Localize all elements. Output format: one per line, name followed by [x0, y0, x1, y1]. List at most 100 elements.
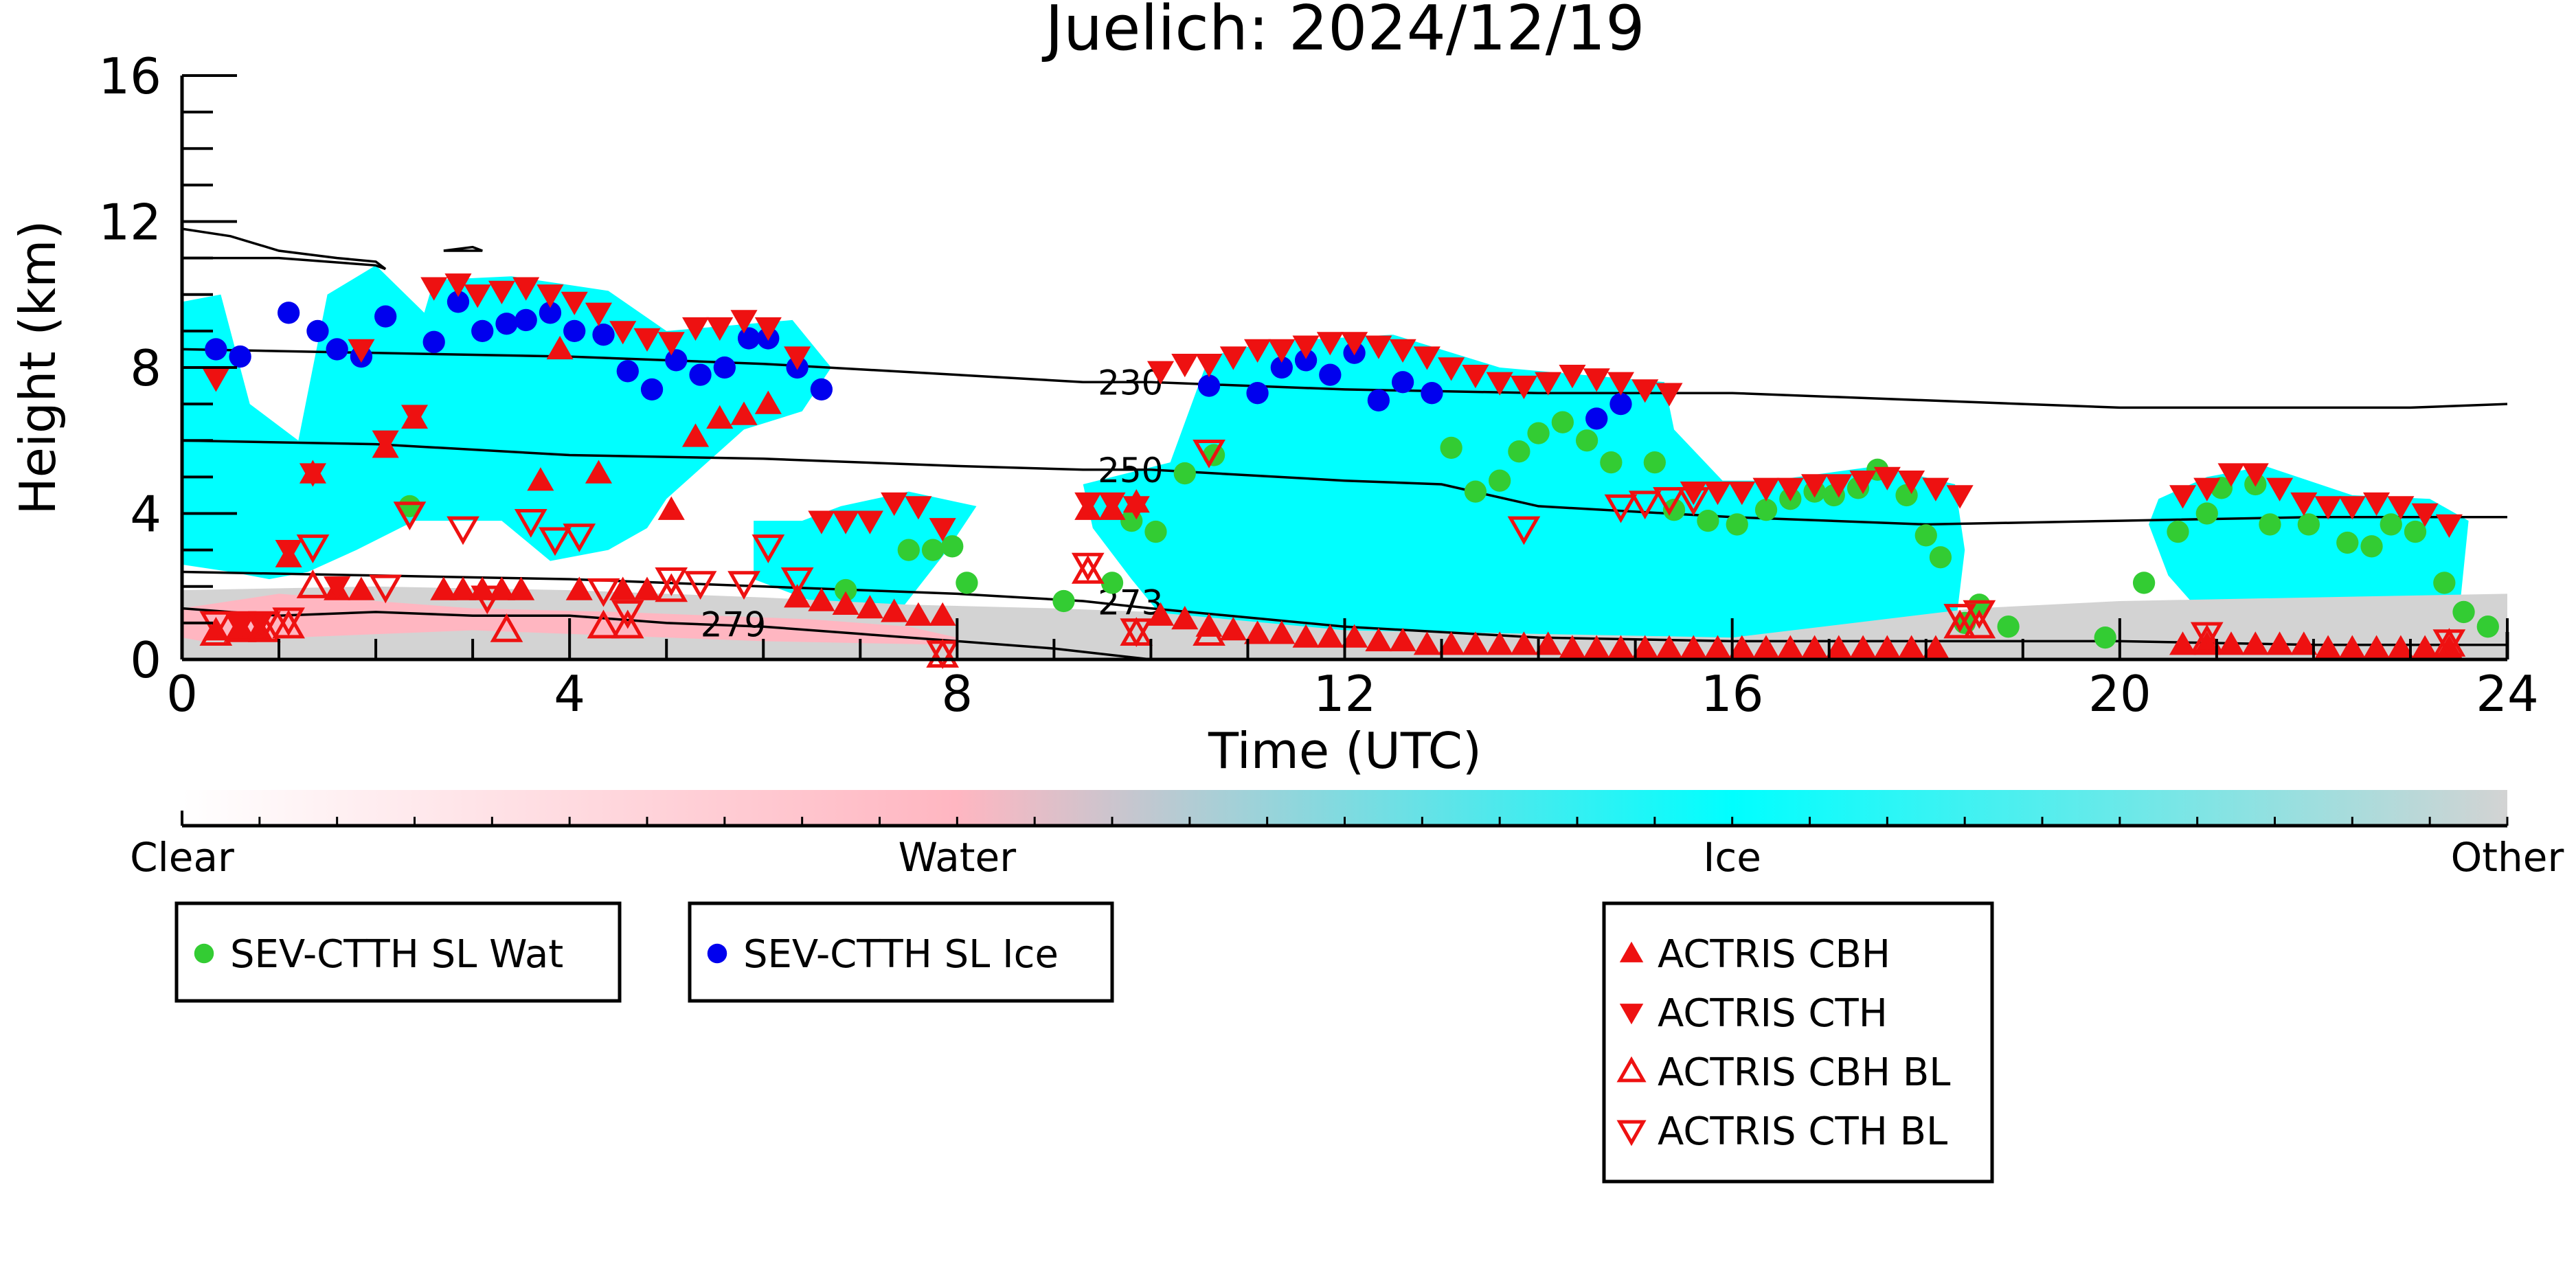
- data-point: [730, 401, 758, 425]
- data-point: [1486, 372, 1513, 396]
- cloud-region-ice: [754, 491, 977, 612]
- data-point: [1825, 635, 1853, 659]
- data-point: [2314, 496, 2342, 520]
- colorbar-label: Water: [899, 834, 1017, 881]
- data-point: [1628, 490, 1662, 520]
- data-point: [609, 576, 637, 600]
- data-point: [420, 277, 448, 301]
- data-point: [929, 518, 956, 542]
- data-point: [1662, 499, 1686, 521]
- data-point: [1120, 618, 1153, 648]
- legend-box: ACTRIS CBH ACTRIS CTH ACTRIS CBH BL ACTRIS …: [1602, 901, 1994, 1184]
- data-point: [512, 277, 540, 301]
- data-point: [633, 576, 661, 600]
- data-point: [227, 613, 254, 637]
- data-point: [905, 602, 932, 626]
- data-point: [585, 302, 612, 326]
- data-point: [1292, 624, 1320, 648]
- data-point: [640, 378, 664, 401]
- legend-marker: [1619, 1004, 1644, 1025]
- data-point: [546, 335, 574, 360]
- data-point: [2217, 631, 2245, 655]
- legend-label: SEV-CTTH SL Ice: [743, 932, 1059, 977]
- data-point: [1754, 499, 1778, 521]
- data-point: [1680, 635, 1707, 659]
- data-point: [1963, 609, 1996, 639]
- temperature-contour: [443, 245, 483, 252]
- legend: SEV-CTTH SL Wat SEV-CTTH SL Ice ACTRIS CBH…: [174, 901, 1994, 1184]
- data-point: [1197, 374, 1221, 397]
- data-point: [2435, 635, 2463, 659]
- data-point: [1656, 635, 1683, 659]
- data-point: [587, 578, 620, 607]
- data-point: [1367, 389, 1390, 411]
- y-tick-label: 16: [98, 47, 161, 105]
- data-point: [1510, 631, 1537, 655]
- data-point: [682, 423, 710, 447]
- data-point: [1171, 606, 1199, 630]
- data-point: [810, 378, 833, 401]
- data-point: [495, 313, 518, 335]
- legend-marker: [707, 943, 727, 964]
- data-point: [1246, 382, 1269, 405]
- data-point: [296, 569, 330, 598]
- data-point: [2167, 520, 2189, 543]
- data-point: [296, 534, 330, 563]
- data-point: [897, 539, 920, 561]
- data-point: [199, 617, 233, 646]
- data-point: [1193, 617, 1225, 646]
- data-point: [1438, 631, 1465, 655]
- data-point: [1752, 477, 1780, 501]
- data-point: [1413, 346, 1440, 370]
- data-point: [856, 595, 883, 619]
- data-point: [2169, 631, 2197, 655]
- data-point: [1071, 552, 1105, 582]
- data-point: [1462, 365, 1489, 389]
- data-point: [784, 346, 811, 370]
- y-tick-label: 12: [98, 194, 161, 251]
- data-point: [2241, 631, 2269, 655]
- data-point: [657, 496, 685, 520]
- data-point: [1244, 339, 1272, 363]
- data-point: [299, 463, 326, 487]
- colorbar-label: Clear: [130, 834, 234, 881]
- legend-item-actris-cbh-bl: ACTRIS CBH BL: [1616, 1050, 1950, 1095]
- data-point: [1968, 594, 1991, 616]
- data-point: [326, 338, 348, 361]
- data-point: [247, 611, 281, 640]
- marker-layer: [199, 273, 2499, 669]
- data-point: [2432, 629, 2466, 659]
- data-point: [1508, 440, 1530, 463]
- data-point: [1559, 365, 1586, 389]
- data-point: [2360, 535, 2383, 558]
- data-point: [1631, 379, 1659, 403]
- data-point: [1440, 436, 1462, 460]
- data-point: [324, 576, 351, 600]
- data-point: [587, 609, 620, 639]
- data-point: [1486, 631, 1513, 655]
- data-point: [1752, 635, 1780, 659]
- data-point: [1074, 492, 1102, 517]
- data-point: [1100, 572, 1124, 594]
- data-point: [1171, 354, 1199, 378]
- data-point: [1173, 462, 1196, 485]
- data-point: [1943, 604, 1977, 633]
- data-point: [464, 284, 491, 308]
- axes: 0 4 8 12 16 0 4 8 12 16 20 24: [98, 47, 2538, 723]
- legend-item-sev-ctth-sl-wat: SEV-CTTH SL Wat: [194, 932, 563, 977]
- data-point: [447, 291, 470, 313]
- legend-frame: [174, 901, 622, 1003]
- data-point: [1244, 620, 1272, 644]
- legend-item-actris-cbh: ACTRIS CBH: [1619, 932, 1890, 977]
- data-point: [1438, 357, 1465, 381]
- data-point: [561, 291, 588, 315]
- data-point: [277, 302, 300, 324]
- data-point: [1462, 631, 1489, 655]
- x-tick-label: 8: [941, 665, 973, 723]
- legend-frame: [688, 901, 1114, 1003]
- data-point: [1583, 635, 1610, 659]
- data-point: [1122, 496, 1150, 520]
- data-point: [941, 535, 964, 558]
- data-point: [374, 305, 397, 328]
